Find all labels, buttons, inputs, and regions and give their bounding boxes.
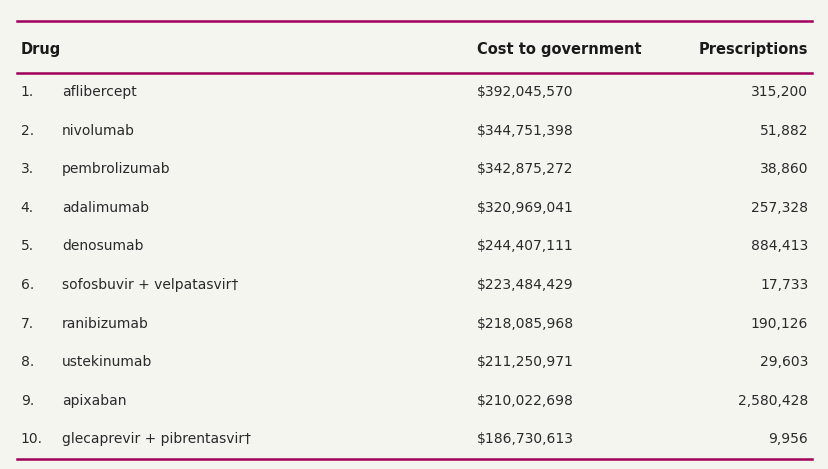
Text: 4.: 4. bbox=[21, 201, 34, 215]
Text: 315,200: 315,200 bbox=[750, 85, 807, 99]
Text: ustekinumab: ustekinumab bbox=[62, 355, 152, 369]
Text: ranibizumab: ranibizumab bbox=[62, 317, 149, 331]
Text: 190,126: 190,126 bbox=[750, 317, 807, 331]
Text: 9,956: 9,956 bbox=[768, 432, 807, 446]
Text: glecaprevir + pibrentasvir†: glecaprevir + pibrentasvir† bbox=[62, 432, 251, 446]
Text: $210,022,698: $210,022,698 bbox=[476, 394, 573, 408]
Text: denosumab: denosumab bbox=[62, 239, 143, 253]
Text: 5.: 5. bbox=[21, 239, 34, 253]
Text: $218,085,968: $218,085,968 bbox=[476, 317, 573, 331]
Text: 38,860: 38,860 bbox=[758, 162, 807, 176]
Text: $392,045,570: $392,045,570 bbox=[476, 85, 572, 99]
Text: 17,733: 17,733 bbox=[759, 278, 807, 292]
Text: $223,484,429: $223,484,429 bbox=[476, 278, 573, 292]
Text: 10.: 10. bbox=[21, 432, 43, 446]
Text: sofosbuvir + velpatasvir†: sofosbuvir + velpatasvir† bbox=[62, 278, 238, 292]
Text: aflibercept: aflibercept bbox=[62, 85, 137, 99]
Text: $342,875,272: $342,875,272 bbox=[476, 162, 572, 176]
Text: Drug: Drug bbox=[21, 42, 61, 57]
Text: pembrolizumab: pembrolizumab bbox=[62, 162, 171, 176]
Text: 9.: 9. bbox=[21, 394, 34, 408]
Text: 51,882: 51,882 bbox=[758, 124, 807, 137]
Text: adalimumab: adalimumab bbox=[62, 201, 149, 215]
Text: apixaban: apixaban bbox=[62, 394, 127, 408]
Text: 1.: 1. bbox=[21, 85, 34, 99]
Text: 8.: 8. bbox=[21, 355, 34, 369]
Text: nivolumab: nivolumab bbox=[62, 124, 135, 137]
Text: 7.: 7. bbox=[21, 317, 34, 331]
Text: $344,751,398: $344,751,398 bbox=[476, 124, 573, 137]
Text: $244,407,111: $244,407,111 bbox=[476, 239, 573, 253]
Text: 257,328: 257,328 bbox=[750, 201, 807, 215]
Text: Cost to government: Cost to government bbox=[476, 42, 641, 57]
Text: 29,603: 29,603 bbox=[759, 355, 807, 369]
Text: 6.: 6. bbox=[21, 278, 34, 292]
Text: 884,413: 884,413 bbox=[750, 239, 807, 253]
Text: 2.: 2. bbox=[21, 124, 34, 137]
Text: $320,969,041: $320,969,041 bbox=[476, 201, 573, 215]
Text: $186,730,613: $186,730,613 bbox=[476, 432, 573, 446]
Text: 2,580,428: 2,580,428 bbox=[737, 394, 807, 408]
Text: Prescriptions: Prescriptions bbox=[698, 42, 807, 57]
Text: $211,250,971: $211,250,971 bbox=[476, 355, 573, 369]
Text: 3.: 3. bbox=[21, 162, 34, 176]
